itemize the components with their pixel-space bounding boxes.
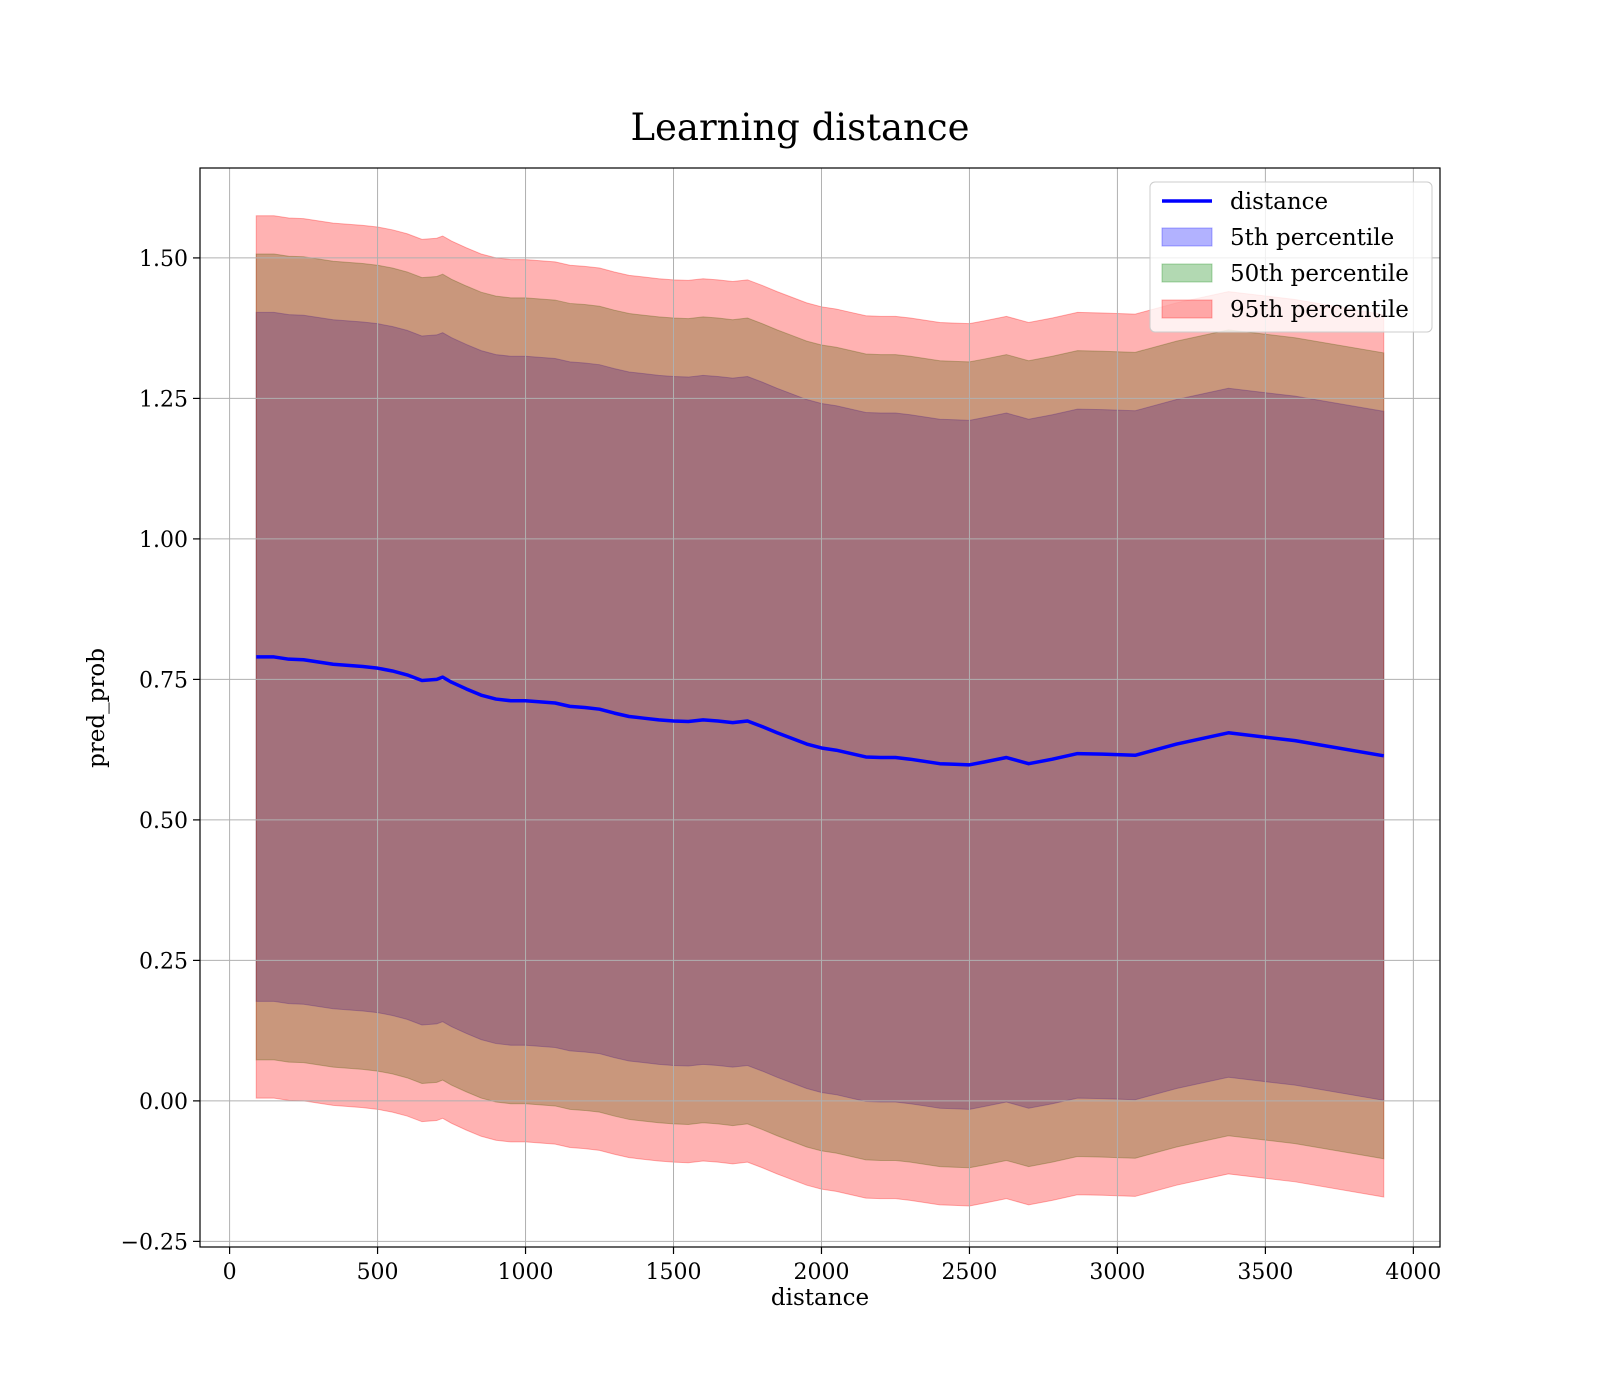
y-tick-label: 1.00 <box>139 528 188 553</box>
x-tick-label: 2000 <box>793 1260 849 1285</box>
x-tick-label: 2500 <box>941 1260 997 1285</box>
x-tick-label: 3500 <box>1237 1260 1293 1285</box>
x-tick-label: 4000 <box>1385 1260 1441 1285</box>
band-50th-percentile <box>255 253 1385 1169</box>
legend-label: 95th percentile <box>1230 297 1409 323</box>
x-tick-label: 1000 <box>498 1260 554 1285</box>
x-tick-label: 1500 <box>646 1260 702 1285</box>
legend-patch-swatch <box>1161 227 1213 247</box>
y-tick-label: 0.00 <box>139 1090 188 1115</box>
y-tick-label: −0.25 <box>121 1230 188 1255</box>
y-tick-label: 1.25 <box>139 387 188 412</box>
x-axis-ticks: 0 500 1000 1500 2000 2500 3000 3500 4000 <box>223 1247 1441 1285</box>
percentile-bands <box>255 215 1385 1207</box>
x-tick-label: 500 <box>357 1260 399 1285</box>
y-tick-label: 0.25 <box>139 949 188 974</box>
legend-box <box>1149 181 1433 333</box>
legend-label: 5th percentile <box>1230 225 1394 251</box>
y-axis-label: pred_prob <box>84 648 110 768</box>
plot-frame <box>199 167 1441 1248</box>
legend-label: distance <box>1230 189 1328 215</box>
band-5th-percentile <box>255 311 1385 1110</box>
legend-label: 50th percentile <box>1230 261 1409 287</box>
legend-patch-swatch <box>1161 299 1213 319</box>
y-tick-label: 1.50 <box>139 247 188 272</box>
distance-line-group <box>256 655 1385 767</box>
x-tick-label: 3000 <box>1089 1260 1145 1285</box>
y-axis-ticks: −0.25 0.00 0.25 0.50 0.75 1.00 1.25 1.50 <box>121 247 200 1255</box>
legend: distance 5th percentile 50th percentile 95t… <box>1149 181 1433 333</box>
chart-title: Learning distance <box>630 106 969 149</box>
legend-patch-swatch <box>1161 263 1213 283</box>
x-tick-label: 0 <box>223 1260 237 1285</box>
x-axis-label: distance <box>771 1285 869 1311</box>
y-tick-label: 0.75 <box>139 668 188 693</box>
distance-line <box>256 655 1385 767</box>
band-95th-percentile <box>255 215 1385 1207</box>
y-tick-label: 0.50 <box>139 809 188 834</box>
grid-lines <box>200 168 1440 1247</box>
